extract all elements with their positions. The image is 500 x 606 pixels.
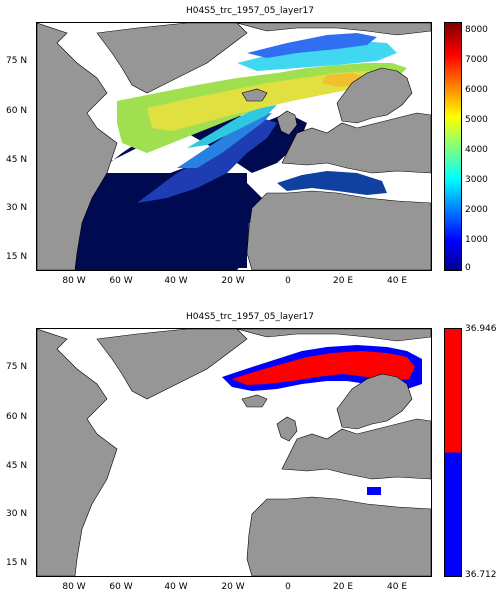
- lon-label-20w: 20 W: [221, 582, 245, 592]
- british-isles: [276, 416, 298, 442]
- lon-label-20e: 20 E: [333, 276, 353, 286]
- lat-label-45: 45 N: [6, 461, 28, 471]
- lat-label-30: 30 N: [6, 203, 28, 213]
- bottom-colorbar: [444, 328, 462, 577]
- greenland: [96, 329, 248, 400]
- lon-label-20e: 20 E: [333, 582, 353, 592]
- med-sea: [277, 171, 387, 195]
- north-america: [37, 329, 118, 576]
- lat-label-75: 75 N: [6, 362, 28, 372]
- lat-label-15: 15 N: [6, 558, 28, 568]
- lat-label-45: 45 N: [6, 155, 28, 165]
- iceland: [241, 394, 268, 408]
- lon-label-60w: 60 W: [109, 582, 133, 592]
- north-america: [37, 23, 118, 270]
- lon-label-0: 0: [285, 276, 291, 286]
- top-colorbar-tick-8000: 8000: [465, 25, 488, 35]
- lon-label-80w: 80 W: [62, 276, 86, 286]
- arctic-cyan: [237, 41, 397, 71]
- lat-label-75: 75 N: [6, 56, 28, 66]
- bottom-colorbar-tick-max: 36.946: [465, 324, 497, 334]
- europe: [281, 418, 431, 480]
- top-map-panel: H04S5_trc_1957_05_layer17: [0, 0, 500, 300]
- top-colorbar-tick-3000: 3000: [465, 175, 488, 185]
- ocean-lightblue-band: [177, 113, 272, 168]
- bottom-map-plot: [36, 328, 432, 577]
- data-region-red: [232, 351, 415, 385]
- bottom-colorbar-tick-min: 36.712: [465, 570, 497, 580]
- africa: [246, 496, 431, 576]
- top-colorbar-tick-1000: 1000: [465, 235, 488, 245]
- lon-label-40w: 40 W: [164, 276, 188, 286]
- arctic-blue: [247, 33, 377, 58]
- bottom-map-panel: H04S5_trc_1957_05_layer17 75 N 60 N 45 N…: [0, 306, 500, 606]
- ocean-yellow-band: [147, 71, 392, 131]
- top-map-title: H04S5_trc_1957_05_layer17: [185, 6, 315, 16]
- scandinavia: [336, 373, 413, 430]
- iceland: [241, 88, 268, 102]
- british-isles: [276, 110, 298, 136]
- lon-label-40e: 40 E: [387, 582, 407, 592]
- scandinavia: [336, 67, 413, 124]
- top-map-plot: [36, 22, 432, 271]
- lon-label-20w: 20 W: [221, 276, 245, 286]
- bottom-map-title: H04S5_trc_1957_05_layer17: [185, 312, 315, 322]
- top-colorbar-tick-0: 0: [465, 263, 471, 273]
- africa: [246, 190, 431, 270]
- lon-label-80w: 80 W: [62, 582, 86, 592]
- lat-label-30: 30 N: [6, 509, 28, 519]
- lat-label-60: 60 N: [6, 412, 28, 422]
- arctic-land: [236, 329, 431, 342]
- arctic-land: [236, 23, 431, 36]
- europe: [281, 112, 431, 174]
- top-colorbar-tick-5000: 5000: [465, 115, 488, 125]
- lon-label-40e: 40 E: [387, 276, 407, 286]
- lon-label-0: 0: [285, 582, 291, 592]
- top-colorbar: [444, 22, 462, 271]
- top-colorbar-tick-4000: 4000: [465, 145, 488, 155]
- top-colorbar-tick-2000: 2000: [465, 205, 488, 215]
- lon-label-40w: 40 W: [164, 582, 188, 592]
- lon-label-60w: 60 W: [109, 276, 133, 286]
- lat-label-60: 60 N: [6, 106, 28, 116]
- med-blue-patch: [367, 487, 381, 495]
- top-colorbar-tick-7000: 7000: [465, 55, 488, 65]
- greenland: [96, 23, 248, 94]
- ocean-cyan-band: [187, 105, 277, 148]
- top-colorbar-tick-6000: 6000: [465, 85, 488, 95]
- lat-label-15: 15 N: [6, 252, 28, 262]
